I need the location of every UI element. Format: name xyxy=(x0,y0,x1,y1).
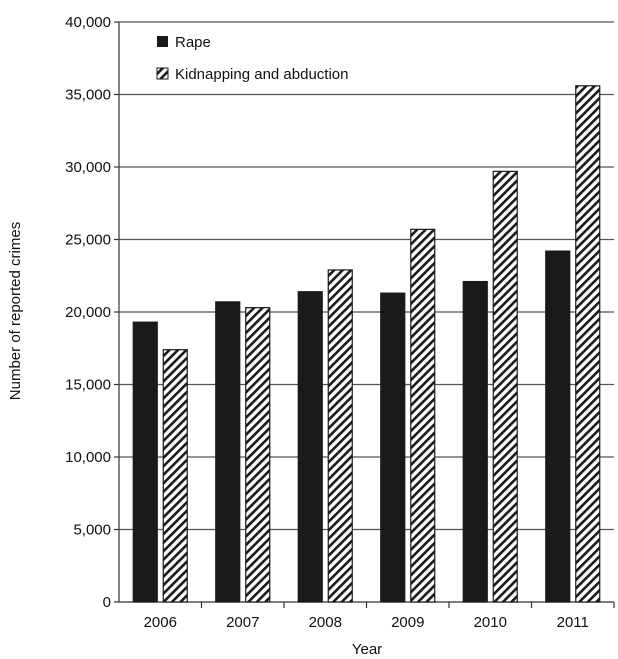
bar-rape-2006 xyxy=(132,321,158,603)
y-tick-label: 20,000 xyxy=(65,304,111,321)
x-tick-label: 2007 xyxy=(226,614,259,631)
legend-label-kidnapping: Kidnapping and abduction xyxy=(175,66,348,83)
bars xyxy=(132,85,601,603)
legend-label-rape: Rape xyxy=(175,34,211,51)
bar-kidnapping-2011 xyxy=(575,85,601,603)
bar-rape-2008 xyxy=(297,291,323,603)
gridlines xyxy=(119,21,614,531)
bar-kidnapping-2006 xyxy=(162,349,188,603)
x-tick-label: 2006 xyxy=(144,614,177,631)
bar-rape-2011 xyxy=(545,250,571,603)
y-tick-label: 5,000 xyxy=(73,522,111,539)
y-tick-label: 30,000 xyxy=(65,159,111,176)
bar-kidnapping-2008 xyxy=(327,269,353,603)
y-tick-label: 25,000 xyxy=(65,232,111,249)
axes xyxy=(114,21,615,608)
y-tick-label: 15,000 xyxy=(65,377,111,394)
y-tick-label: 40,000 xyxy=(65,14,111,31)
y-tick-label: 0 xyxy=(103,594,111,611)
bar-kidnapping-2010 xyxy=(492,170,518,603)
bar-rape-2007 xyxy=(215,301,241,603)
x-tick-label: 2011 xyxy=(557,614,589,631)
bar-rape-2009 xyxy=(380,292,406,603)
x-tick-label: 2008 xyxy=(309,614,342,631)
legend: Rape Kidnapping and abduction xyxy=(156,34,348,83)
y-tick-label: 10,000 xyxy=(65,449,111,466)
y-axis-label: Number of reported crimes xyxy=(7,222,24,400)
bar-kidnapping-2007 xyxy=(245,307,271,603)
y-tick-label: 35,000 xyxy=(65,87,111,104)
x-axis-label: Year xyxy=(352,641,382,658)
bar-kidnapping-2009 xyxy=(410,228,436,603)
legend-swatch-rape xyxy=(157,36,168,47)
tick-labels: 0 5,000 10,000 15,000 20,000 25,000 30,000 35,0… xyxy=(65,14,589,631)
x-tick-label: 2010 xyxy=(474,614,507,631)
bar-rape-2010 xyxy=(462,280,488,603)
x-tick-label: 2009 xyxy=(391,614,424,631)
legend-swatch-kidnapping xyxy=(156,67,169,80)
